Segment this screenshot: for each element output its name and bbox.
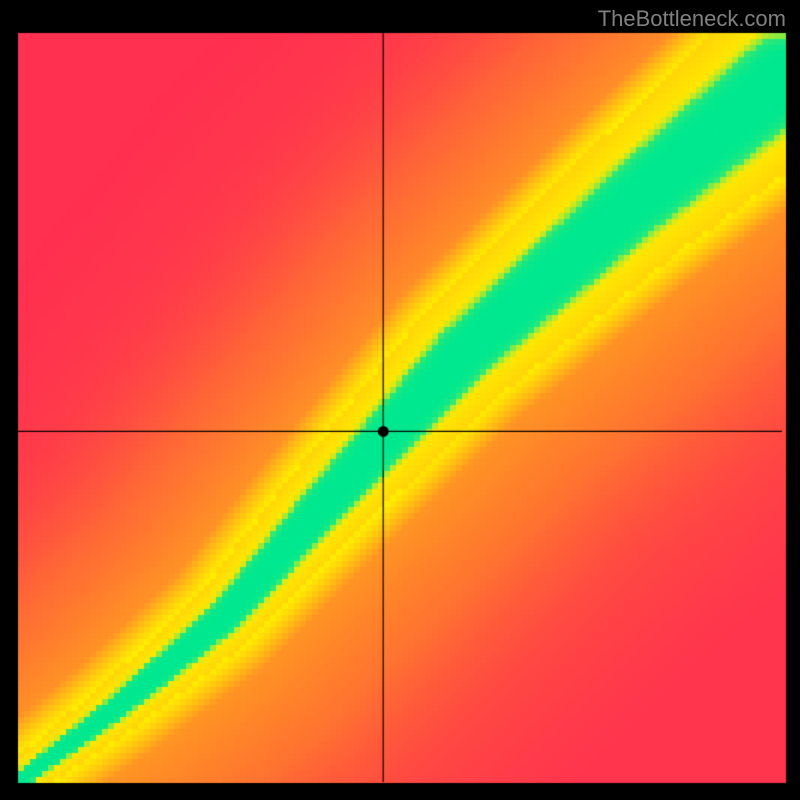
chart-container: TheBottleneck.com xyxy=(0,0,800,800)
crosshair-overlay xyxy=(0,0,800,800)
watermark-text: TheBottleneck.com xyxy=(598,6,786,32)
